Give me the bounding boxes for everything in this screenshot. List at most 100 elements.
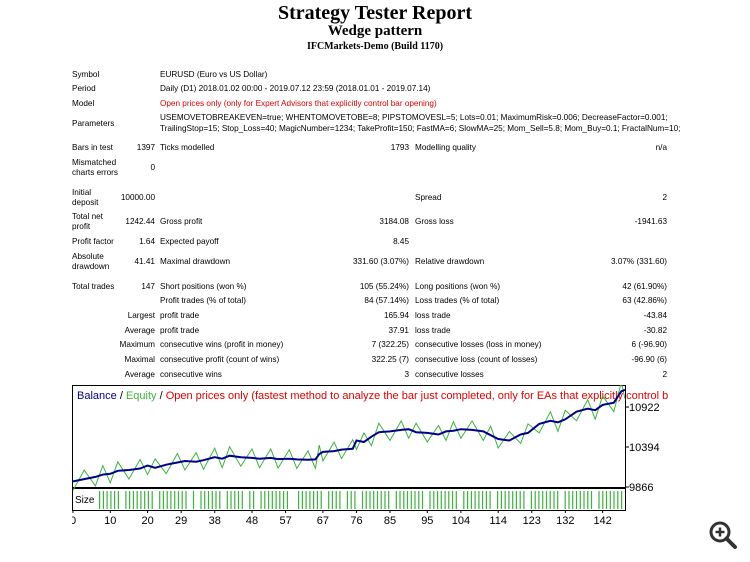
- equity-series-line: [72, 385, 626, 491]
- deposit-label-1: Initial: [72, 188, 92, 197]
- avg-consec-wins-label: consecutive wins: [160, 370, 222, 379]
- size-bar: [403, 491, 405, 509]
- size-bar: [350, 491, 352, 509]
- size-bar: [313, 491, 315, 509]
- deposit-value: 10000.00: [120, 193, 155, 202]
- size-bar: [444, 491, 446, 509]
- size-bar: [328, 491, 330, 509]
- x-tick-label: 38: [209, 515, 221, 527]
- grossprofit-label: Gross profit: [160, 217, 203, 226]
- max-consec-losses-label: consecutive losses (loss in money): [415, 340, 542, 349]
- quality-value: n/a: [655, 143, 667, 152]
- size-bar: [114, 491, 116, 509]
- profittrades-label: Profit trades (% of total): [160, 296, 247, 305]
- size-bar: [538, 491, 540, 509]
- size-bar: [253, 491, 255, 509]
- x-tick-label: 95: [421, 515, 433, 527]
- profitfactor-value: 1.64: [139, 237, 155, 246]
- legend-balance: Balance: [77, 390, 117, 402]
- x-tick-label: 104: [452, 515, 470, 527]
- size-bar: [373, 491, 375, 509]
- max-consec-losses-value: 6 (-96.90): [631, 340, 668, 349]
- zoom-in-icon[interactable]: [708, 520, 738, 550]
- size-bar: [384, 491, 386, 509]
- size-bar: [106, 491, 108, 509]
- size-bar: [523, 491, 525, 509]
- size-bar: [605, 491, 608, 509]
- payoff-label: Expected payoff: [160, 237, 219, 246]
- size-bar: [388, 491, 390, 509]
- size-bar: [260, 491, 262, 509]
- parameters-line1: USEMOVETOBREAKEVEN=true; WHENTOMOVETOBE=…: [160, 113, 668, 122]
- size-bar: [249, 491, 251, 509]
- average2-label: Average: [124, 370, 155, 379]
- size-bar: [482, 491, 484, 509]
- size-bar: [320, 491, 322, 509]
- size-bar: [500, 491, 502, 509]
- svg-text:Balance / Equity / Open prices: Balance / Equity / Open prices only (fas…: [77, 390, 668, 402]
- maximal-consec-profit-value: 322.25 (7): [371, 355, 409, 364]
- x-tick-label: 57: [279, 515, 291, 527]
- largest-loss-label: loss trade: [415, 311, 451, 320]
- maximal-consec-profit-label: consecutive profit (count of wins): [160, 355, 280, 364]
- size-bar: [361, 491, 364, 509]
- size-bar: [508, 491, 510, 509]
- size-bar: [230, 491, 232, 509]
- maximal-label: Maximal: [124, 355, 155, 364]
- size-bar: [609, 491, 611, 509]
- size-bar: [207, 491, 210, 509]
- size-bar: [365, 491, 367, 509]
- quality-label: Modelling quality: [415, 143, 476, 152]
- report-title: Strategy Tester Report: [277, 2, 473, 24]
- size-bar: [211, 491, 213, 509]
- payoff-value: 8.45: [393, 237, 409, 246]
- balance-chart: Balance / Equity / Open prices only (fas…: [72, 385, 668, 527]
- size-bar: [553, 491, 555, 509]
- symbol-value: EURUSD (Euro vs US Dollar): [160, 70, 268, 79]
- reldd-label: Relative drawdown: [415, 257, 485, 266]
- size-bar: [268, 491, 270, 509]
- maximum-label: Maximum: [119, 340, 155, 349]
- spread-label: Spread: [415, 193, 442, 202]
- losstrades-label: Loss trades (% of total): [415, 296, 500, 305]
- x-tick-label: 123: [523, 515, 541, 527]
- size-bar: [399, 491, 401, 509]
- x-tick-label: 76: [350, 515, 362, 527]
- size-bar: [192, 491, 195, 509]
- largest-profit-label: profit trade: [160, 311, 200, 320]
- absdd-value: 41.41: [134, 257, 156, 266]
- size-bar: [331, 491, 333, 509]
- y-tick-label: 10922: [629, 402, 660, 414]
- parameters-label: Parameters: [72, 119, 115, 128]
- trades-label: Total trades: [72, 282, 115, 291]
- size-bar: [512, 491, 514, 509]
- netprofit-label-1: Total net: [72, 212, 103, 221]
- size-bar: [200, 491, 202, 509]
- size-bar: [185, 491, 187, 509]
- size-bar: [286, 491, 288, 509]
- size-bar: [102, 491, 104, 509]
- y-tick-label: 10394: [629, 442, 660, 454]
- x-tick-label: 10: [104, 515, 116, 527]
- reldd-value: 3.07% (331.60): [611, 257, 667, 266]
- y-tick-label: 9866: [629, 482, 653, 494]
- size-bar: [215, 491, 217, 509]
- size-bar: [579, 491, 581, 509]
- ticks-value: 1793: [390, 143, 409, 152]
- size-bar: [237, 491, 240, 509]
- netprofit-value: 1242.44: [125, 217, 155, 226]
- size-bar: [564, 491, 566, 509]
- size-bar: [170, 491, 172, 509]
- size-bar: [99, 491, 101, 509]
- size-bar: [590, 491, 593, 509]
- size-bar: [485, 491, 487, 509]
- size-bar: [542, 491, 544, 509]
- size-bar: [474, 491, 476, 509]
- x-tick-label: 132: [556, 515, 574, 527]
- max-consec-wins-value: 7 (322.25): [371, 340, 409, 349]
- size-bar: [583, 491, 585, 509]
- size-bar: [125, 491, 127, 509]
- size-bar: [504, 491, 506, 509]
- model-label: Model: [72, 99, 95, 108]
- spread-value: 2: [662, 193, 667, 202]
